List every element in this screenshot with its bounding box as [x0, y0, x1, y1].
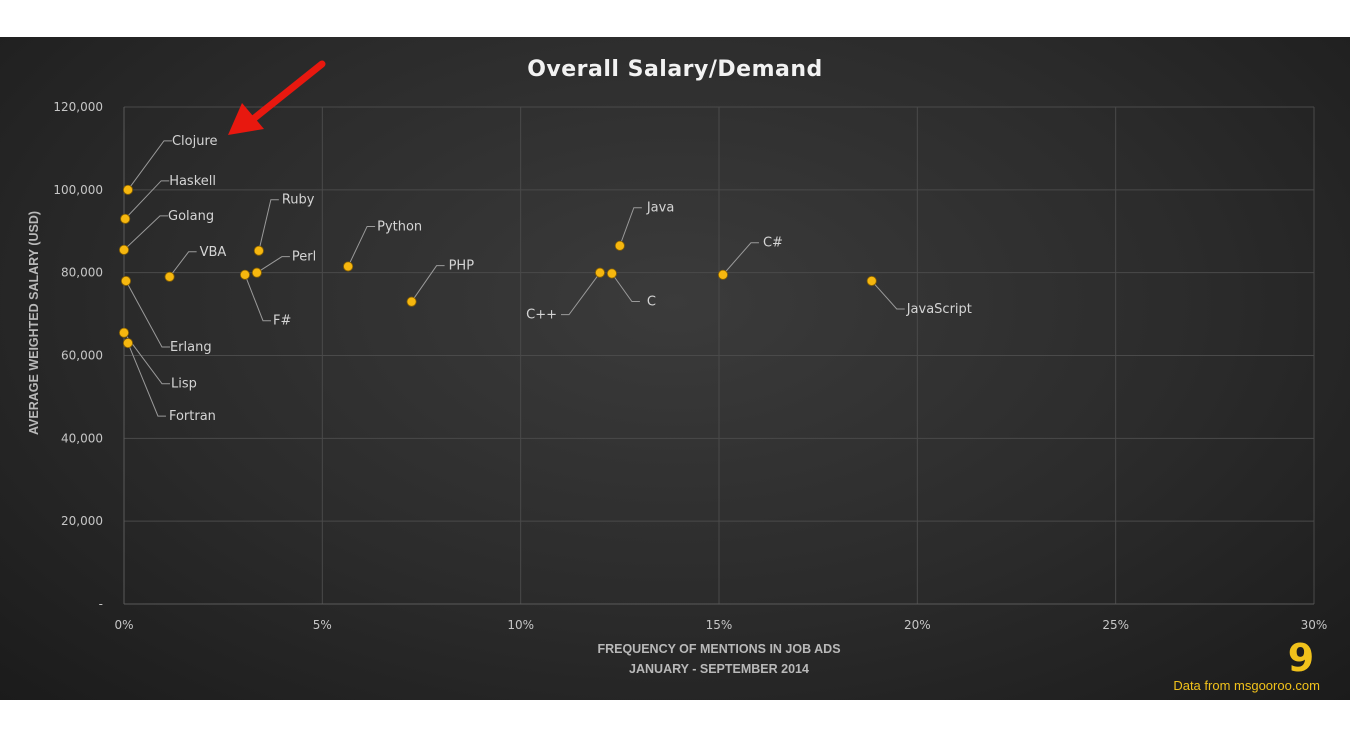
label-leader-line [411, 265, 445, 302]
point-label: C# [763, 236, 783, 251]
label-leader-line [619, 207, 642, 246]
point-label: PHP [449, 259, 475, 274]
y-tick-label: 60,000 [61, 349, 103, 363]
label-leader-line [123, 332, 170, 385]
axes: - 20,000 40,000 60,000 80,000 100,000 120,000 0… [53, 100, 1327, 632]
label-leader-line [124, 180, 170, 220]
point-label: F# [273, 314, 291, 329]
label-leaders [123, 140, 905, 417]
x-tick-label: 25% [1102, 618, 1129, 632]
label-leader-line [127, 140, 172, 191]
point-label: Golang [168, 209, 214, 224]
data-point [122, 338, 133, 349]
x-tick-label: 15% [706, 618, 733, 632]
y-tick-label: - [99, 597, 103, 611]
data-point [253, 245, 264, 256]
point-label: VBA [200, 245, 227, 260]
point-label: Lisp [171, 377, 197, 392]
chart-title: Overall Salary/Demand [527, 57, 823, 82]
data-point [119, 327, 130, 338]
data-point [251, 267, 262, 278]
label-leader-line [347, 225, 376, 267]
data-point [595, 267, 606, 278]
logo-nine-icon: 9 [1288, 636, 1314, 680]
y-tick-label: 40,000 [61, 431, 103, 445]
point-label: Python [377, 219, 422, 234]
data-point [614, 240, 625, 251]
label-leader-line [244, 274, 271, 322]
label-leader-line [169, 251, 197, 278]
salary-demand-chart: - 20,000 40,000 60,000 80,000 100,000 120,000 0… [27, 57, 1327, 693]
point-label: Ruby [282, 193, 315, 208]
label-leader-line [561, 272, 601, 316]
label-leader-line [127, 342, 166, 417]
x-tick-label: 10% [507, 618, 534, 632]
y-tick-label: 120,000 [53, 100, 103, 114]
label-leader-line [256, 256, 290, 274]
y-tick-label: 100,000 [53, 183, 103, 197]
label-leader-line [258, 199, 279, 251]
label-leader-line [125, 280, 170, 348]
x-tick-label: 30% [1301, 618, 1328, 632]
x-axis-title-line-2: JANUARY - SEPTEMBER 2014 [629, 662, 809, 676]
data-point [119, 244, 130, 255]
point-label: Perl [292, 250, 316, 265]
point-labels: Clojure Haskell Golang Erlang Lisp Fortran VBA… [168, 134, 972, 424]
red-arrow-annotation [228, 60, 326, 135]
data-point [239, 269, 250, 280]
data-point [606, 268, 617, 279]
point-label: Clojure [172, 134, 218, 149]
y-tick-label: 80,000 [61, 266, 103, 280]
point-label: Java [646, 201, 674, 216]
label-leader-line [871, 280, 905, 310]
data-point [120, 213, 131, 224]
data-point [122, 184, 133, 195]
point-label: Haskell [169, 174, 216, 189]
point-label: C [647, 294, 656, 309]
data-points [119, 184, 877, 349]
x-axis-title-line-1: FREQUENCY OF MENTIONS IN JOB ADS [597, 642, 840, 656]
data-point [164, 271, 175, 282]
x-tick-label: 5% [313, 618, 332, 632]
x-tick-label: 20% [904, 618, 931, 632]
data-point [343, 261, 354, 272]
data-point [717, 269, 728, 280]
x-tick-label: 0% [114, 618, 133, 632]
chart-frame: - 20,000 40,000 60,000 80,000 100,000 120,000 0… [0, 37, 1350, 700]
y-axis-title: AVERAGE WEIGHTED SALARY (USD) [27, 211, 41, 435]
source-logo: 9 [1288, 636, 1314, 680]
grid-lines [124, 106, 1315, 604]
point-label: JavaScript [906, 302, 972, 317]
label-leader-line [611, 273, 640, 302]
data-point [866, 275, 877, 286]
point-label: Erlang [170, 340, 212, 355]
point-label: Fortran [169, 409, 216, 424]
point-label: C++ [526, 308, 557, 323]
label-leader-line [123, 215, 168, 251]
data-source-text: Data from msgooroo.com [1173, 678, 1320, 693]
data-point [120, 275, 131, 286]
data-point [406, 296, 417, 307]
label-leader-line [722, 242, 759, 276]
y-tick-label: 20,000 [61, 514, 103, 528]
